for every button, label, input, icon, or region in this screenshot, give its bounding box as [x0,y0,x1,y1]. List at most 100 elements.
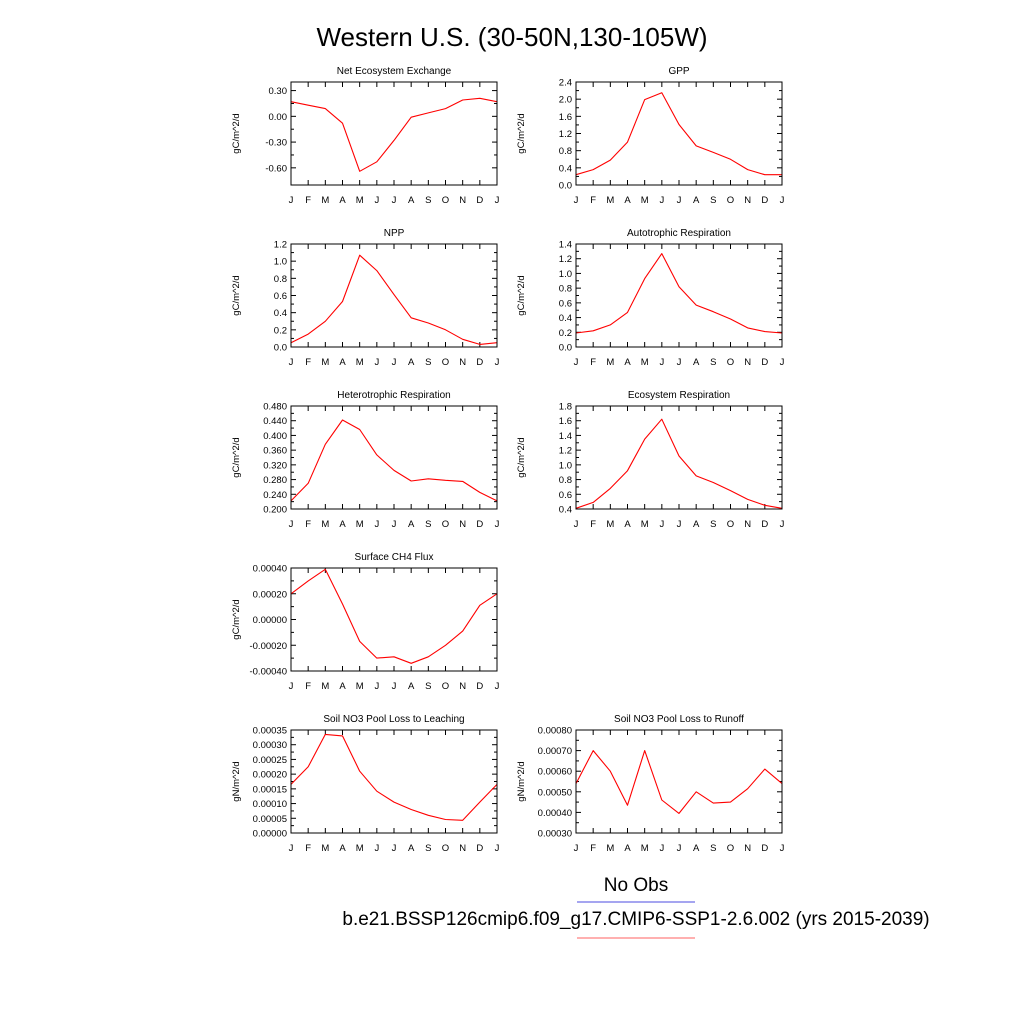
y-axis-label: gC/m^2/d [516,437,527,477]
y-tick-label: 1.2 [559,129,572,140]
x-tick-label: N [459,681,466,692]
y-tick-label: 0.8 [559,284,572,295]
x-tick-label: J [677,357,682,368]
x-tick-label: A [408,195,415,206]
x-tick-label: N [459,357,466,368]
plot-frame [290,567,498,672]
panel-leach: Soil NO3 Pool Loss to Leaching gN/m^2/d 0.… [231,714,500,854]
plot-frame [575,81,783,186]
x-tick-label: J [677,843,682,854]
x-tick-label: M [641,357,649,368]
x-tick-label: A [339,195,346,206]
x-tick-label: O [442,195,449,206]
x-tick-label: N [744,357,751,368]
x-tick-label: A [624,195,631,206]
panel-hr: Heterotrophic Respiration gC/m^2/d 0.200 0.… [231,390,500,530]
x-tick-label: M [321,843,329,854]
x-tick-label: J [289,195,294,206]
x-tick-label: O [727,195,734,206]
x-tick-label: A [693,519,700,530]
x-tick-label: J [659,519,664,530]
y-tick-label: 1.0 [559,460,572,471]
x-tick-label: J [659,195,664,206]
y-tick-label: 0.30 [269,86,288,97]
y-tick-label: 1.2 [274,240,287,251]
y-tick-label: 0.00070 [538,746,572,757]
x-tick-label: F [590,843,596,854]
x-tick-label: J [659,843,664,854]
y-axis-label: gC/m^2/d [231,275,242,315]
y-axis-label: gN/m^2/d [231,761,242,801]
x-tick-label: A [339,843,346,854]
x-tick-label: J [374,681,379,692]
y-tick-label: 0.00040 [538,808,572,819]
y-tick-label: 0.4 [559,313,572,324]
y-tick-label: 0.00020 [253,589,287,600]
x-tick-label: M [641,519,649,530]
x-tick-label: F [305,195,311,206]
x-tick-label: F [305,357,311,368]
y-tick-label: 0.00040 [253,564,287,575]
x-tick-label: M [606,195,614,206]
x-tick-label: D [476,519,483,530]
x-tick-label: N [459,519,466,530]
y-tick-label: 0.8 [559,475,572,486]
y-tick-label: 0.4 [559,505,572,516]
x-tick-label: M [606,519,614,530]
y-tick-label: 0.480 [263,402,287,413]
series-line-0 [575,418,783,509]
x-tick-label: M [321,681,329,692]
x-tick-label: J [289,357,294,368]
x-tick-label: D [761,519,768,530]
x-tick-label: O [442,681,449,692]
y-axis-label: gC/m^2/d [231,113,242,153]
x-tick-label: N [744,195,751,206]
panel-title: Heterotrophic Respiration [337,390,450,401]
x-tick-label: A [624,843,631,854]
x-tick-label: M [356,195,364,206]
x-tick-label: J [495,843,500,854]
legend: No Obs b.e21.BSSP126cmip6.f09_g17.CMIP6-… [342,875,930,939]
x-tick-label: F [590,357,596,368]
x-tick-label: N [459,843,466,854]
x-tick-label: A [624,519,631,530]
series-line-0 [575,253,783,334]
x-tick-label: J [392,357,397,368]
x-tick-label: D [476,843,483,854]
figure-title: Western U.S. (30-50N,130-105W) [316,22,707,52]
panel-title: Soil NO3 Pool Loss to Leaching [323,714,464,725]
x-tick-label: J [780,519,785,530]
x-tick-label: J [574,357,579,368]
x-tick-label: M [606,357,614,368]
y-tick-label: 0.00000 [253,615,287,626]
y-axis-label: gN/m^2/d [516,761,527,801]
y-tick-label: 0.00080 [538,726,572,737]
x-tick-label: M [356,843,364,854]
x-tick-label: J [374,357,379,368]
legend-label-model-case: b.e21.BSSP126cmip6.f09_g17.CMIP6-SSP1-2.… [342,909,929,930]
y-tick-label: 0.8 [559,146,572,157]
panel-title: Net Ecosystem Exchange [337,66,452,77]
y-tick-label: 0.4 [559,163,572,174]
y-tick-label: 0.2 [274,325,287,336]
x-tick-label: S [710,843,716,854]
x-tick-label: N [744,843,751,854]
x-tick-label: D [476,195,483,206]
x-tick-label: J [392,681,397,692]
y-tick-label: 0.00030 [538,829,572,840]
y-tick-label: 2.0 [559,95,572,106]
y-tick-label: 1.4 [559,431,572,442]
y-tick-label: 0.4 [274,308,287,319]
y-tick-label: 2.4 [559,78,572,89]
x-tick-label: F [590,519,596,530]
x-tick-label: S [710,357,716,368]
x-tick-label: A [693,195,700,206]
plot-frame [575,405,783,510]
x-tick-label: M [321,195,329,206]
x-tick-label: A [408,843,415,854]
y-tick-label: 0.8 [274,274,287,285]
y-tick-label: 0.6 [559,490,572,501]
